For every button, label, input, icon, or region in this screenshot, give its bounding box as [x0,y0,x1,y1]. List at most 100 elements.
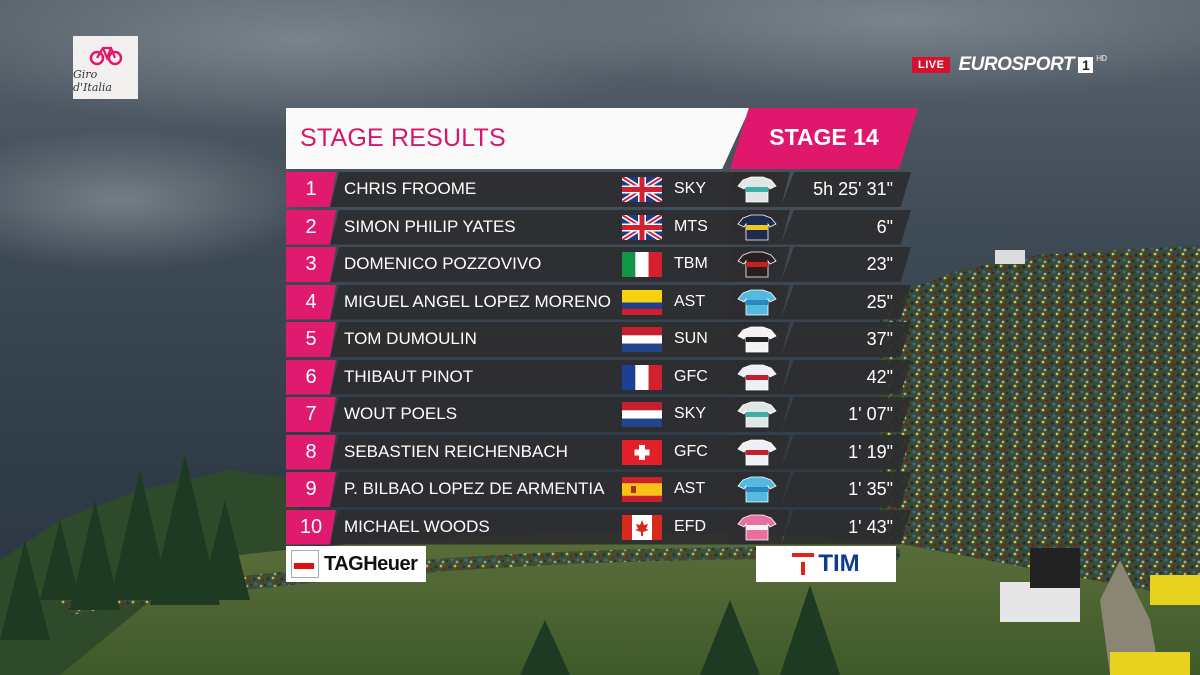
team-code: GFC [674,367,708,385]
rank-badge: 1 [286,172,336,207]
team-code: MTS [674,217,708,235]
rider-name: TOM DUMOULIN [344,329,477,348]
jersey-cell [726,209,790,245]
sponsor-tagheuer: TAGHeuer [286,546,426,582]
rider-name: WOUT POELS [344,404,458,423]
rank-badge: 4 [286,284,336,320]
result-row: SEBASTIEN REICHENBACH GFC 8 1' 19" [286,434,918,470]
jersey-cell [726,172,790,207]
rank-badge: 8 [286,434,336,470]
rider-cell: P. BILBAO LOPEZ DE ARMENTIA AST [330,472,780,507]
stage-label: STAGE 14 [769,124,879,150]
rank-badge: 5 [286,322,336,357]
sponsor-right-name: TIM [818,550,860,577]
time-cell: 1' 43" [781,509,911,545]
ast-jersey-icon [737,476,777,503]
time-cell: 6" [781,209,911,245]
finish-time: 23" [866,254,893,274]
tbm-jersey-icon [737,251,777,278]
broadcaster-branding: LIVE EUROSPORT 1 HD [912,54,1107,76]
ch-flag-icon [622,439,662,465]
jersey-cell [726,472,790,507]
efd-jersey-icon [737,514,777,540]
mts-jersey-icon [737,214,777,240]
result-row: MICHAEL WOODS EFD 10 1' 43" [286,509,918,545]
result-row: WOUT POELS SKY 7 1' 07" [286,397,918,432]
finish-time: 1' 07" [848,404,893,424]
jersey-cell [726,434,790,470]
rank-badge: 6 [286,359,336,395]
jersey-cell [726,284,790,320]
finish-time: 1' 35" [848,479,893,499]
stage-header: STAGE 14 [730,108,918,169]
rank-badge: 7 [286,397,336,432]
rider-name: CHRIS FROOME [344,179,477,198]
rank-badge: 3 [286,247,336,282]
jersey-cell [726,509,790,545]
team-code: AST [674,480,706,497]
team-code: GFC [674,442,708,460]
nl-flag-icon [622,402,662,427]
result-row: THIBAUT PINOT GFC 6 42" [286,359,918,395]
sky-jersey-icon [737,176,777,203]
rider-name: MICHAEL WOODS [344,516,490,536]
rider-name: THIBAUT PINOT [344,366,474,386]
nl-flag-icon [622,327,662,352]
tagheuer-badge-icon [291,550,319,578]
rider-name: DOMENICO POZZOVIVO [344,254,542,273]
gfc-jersey-icon [737,439,777,465]
rider-cell: CHRIS FROOME SKY [330,172,780,207]
time-cell: 1' 35" [781,472,911,507]
rider-name: P. BILBAO LOPEZ DE ARMENTIA [344,479,605,498]
channel-number: 1 [1077,57,1094,73]
team-code: SKY [674,180,707,197]
rider-cell: MIGUEL ANGEL LOPEZ MORENO AST [330,284,780,320]
eurosport-logo: EUROSPORT 1 HD [958,54,1107,76]
rider-cell: THIBAUT PINOT GFC [330,359,780,395]
rank-badge: 2 [286,209,336,245]
sun-jersey-icon [737,326,777,353]
finish-time: 42" [866,366,893,387]
rider-cell: SIMON PHILIP YATES MTS [330,209,780,245]
result-row: CHRIS FROOME SKY 1 5h 25' 31" [286,172,918,207]
sponsor-left-name: TAGHeuer [324,552,418,575]
tim-mark-icon [792,553,815,575]
time-cell: 25" [781,284,911,320]
co-flag-icon [622,289,662,315]
finish-time: 25" [866,291,893,312]
time-cell: 23" [781,247,911,282]
jersey-cell [726,322,790,357]
result-row: P. BILBAO LOPEZ DE ARMENTIA AST 9 1' 35" [286,472,918,507]
fr-flag-icon [622,364,662,390]
rider-cell: DOMENICO POZZOVIVO TBM [330,247,780,282]
sky-jersey-icon [737,401,777,428]
result-row: SIMON PHILIP YATES MTS 2 6" [286,209,918,245]
rider-cell: TOM DUMOULIN SUN [330,322,780,357]
result-row: DOMENICO POZZOVIVO TBM 3 23" [286,247,918,282]
rider-name: SEBASTIEN REICHENBACH [344,441,568,461]
rider-name: SIMON PHILIP YATES [344,216,516,236]
sponsor-tim: TIM [756,546,896,582]
team-code: EFD [674,517,706,535]
jersey-cell [726,397,790,432]
jersey-cell [726,247,790,282]
time-cell: 5h 25' 31" [781,172,911,207]
live-badge: LIVE [912,57,951,73]
team-code: TBM [674,255,708,272]
es-flag-icon [622,477,662,502]
it-flag-icon [622,252,662,277]
team-code: AST [674,292,706,310]
ca-flag-icon [622,514,662,540]
finish-time: 37" [866,329,893,349]
finish-time: 1' 19" [848,441,893,462]
team-code: SUN [674,330,708,347]
finish-time: 5h 25' 31" [813,179,893,199]
rank-badge: 9 [286,472,336,507]
result-row: TOM DUMOULIN SUN 5 37" [286,322,918,357]
time-cell: 1' 07" [781,397,911,432]
rider-cell: MICHAEL WOODS EFD [330,509,780,545]
results-header: STAGE RESULTS [286,108,750,169]
gfc-jersey-icon [737,364,777,390]
time-cell: 1' 19" [781,434,911,470]
rider-cell: SEBASTIEN REICHENBACH GFC [330,434,780,470]
